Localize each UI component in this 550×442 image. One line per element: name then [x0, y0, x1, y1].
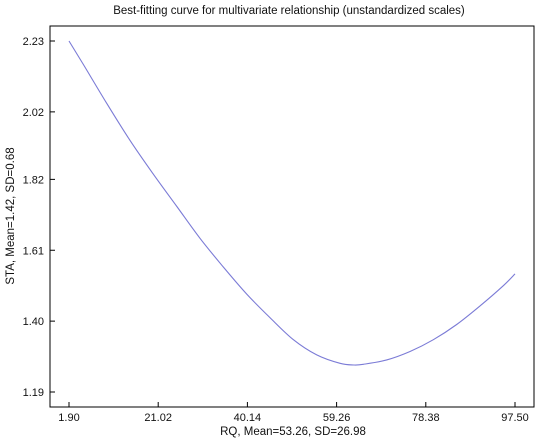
x-tick-label: 21.02: [144, 412, 172, 424]
x-axis: 1.90 21.02 40.14 59.26 78.38 97.50: [58, 402, 529, 424]
x-tick-label: 1.90: [58, 412, 79, 424]
y-tick-label: 1.82: [23, 174, 44, 186]
y-tick-label: 1.61: [23, 245, 44, 257]
plot-frame: [49, 25, 535, 408]
series-line: [68, 40, 516, 366]
y-tick-label: 1.19: [23, 387, 44, 399]
x-tick-label: 59.26: [323, 412, 351, 424]
y-axis-label: STA, Mean=1.42, SD=0.68: [5, 147, 17, 284]
x-axis-label: RQ, Mean=53.26, SD=26.98: [220, 426, 366, 438]
y-tick-label: 1.40: [23, 316, 44, 328]
y-tick-label: 2.23: [23, 36, 44, 48]
y-axis: 1.19 1.40 1.61 1.82 2.02 2.23: [23, 36, 55, 399]
x-tick-label: 78.38: [412, 412, 440, 424]
series-layer: [68, 40, 516, 366]
x-tick-label: 97.50: [501, 412, 529, 424]
x-tick-label: 40.14: [234, 412, 262, 424]
chart-title: Best-fitting curve for multivariate rela…: [113, 5, 465, 17]
y-tick-label: 2.02: [23, 107, 44, 119]
